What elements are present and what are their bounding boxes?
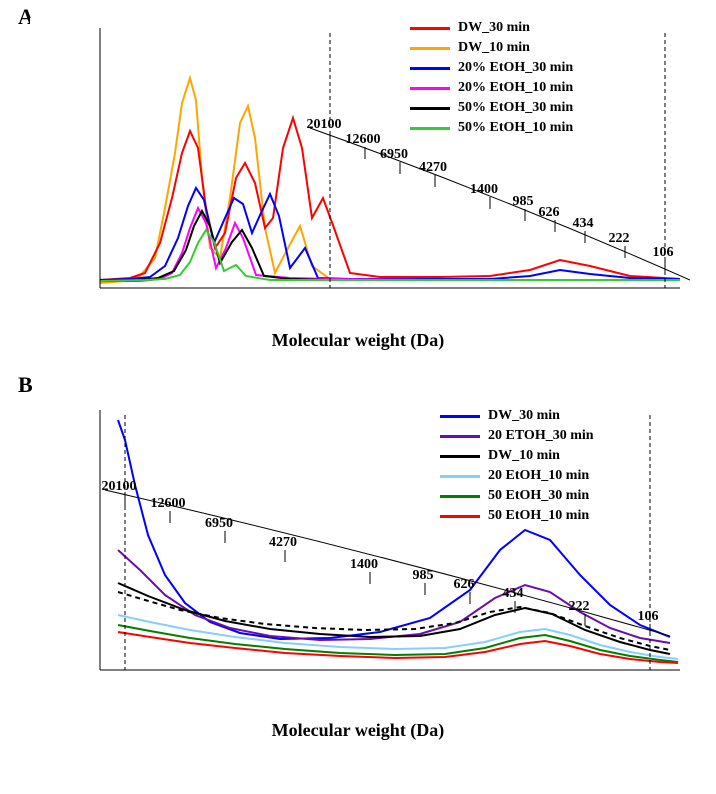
- svg-text:106: 106: [638, 609, 659, 624]
- svg-text:1400: 1400: [470, 182, 498, 197]
- legend-item: DW_30 min: [440, 406, 594, 426]
- legend-item: 50 EtOH_10 min: [440, 506, 594, 526]
- legend-swatch: [440, 495, 480, 498]
- legend-label: 20% EtOH_30 min: [458, 60, 573, 76]
- svg-text:985: 985: [413, 568, 434, 583]
- legend-item: DW_10 min: [410, 38, 573, 58]
- legend-item: 20 EtOH_10 min: [440, 466, 594, 486]
- legend-swatch: [410, 47, 450, 50]
- legend-label: 20 EtOH_10 min: [488, 468, 589, 484]
- legend-swatch: [410, 127, 450, 130]
- legend-label: DW_10 min: [458, 40, 530, 56]
- legend-swatch: [440, 475, 480, 478]
- legend-swatch: [410, 107, 450, 110]
- legend-item: 20% EtOH_30 min: [410, 58, 573, 78]
- legend-swatch: [440, 515, 480, 518]
- legend-swatch: [410, 67, 450, 70]
- legend-label: DW_10 min: [488, 448, 560, 464]
- legend-item: 50% EtOH_30 min: [410, 98, 573, 118]
- svg-text:20100: 20100: [102, 479, 137, 494]
- legend-label: 50 EtOH_30 min: [488, 488, 589, 504]
- chart-a-legend: DW_30 min DW_10 min 20% EtOH_30 min 20% EtO…: [410, 18, 573, 138]
- chart-b: 20100 12600 6950 4270 1400 985 626 434 222 106 DW…: [30, 400, 690, 700]
- legend-item: 20 ETOH_30 min: [440, 426, 594, 446]
- legend-swatch: [440, 415, 480, 418]
- svg-text:626: 626: [539, 205, 560, 220]
- legend-item: 20% EtOH_10 min: [410, 78, 573, 98]
- legend-label: 20% EtOH_10 min: [458, 80, 573, 96]
- svg-text:626: 626: [454, 577, 475, 592]
- svg-text:434: 434: [573, 216, 594, 231]
- svg-text:222: 222: [609, 231, 630, 246]
- legend-label: 50% EtOH_10 min: [458, 120, 573, 136]
- chart-a-svg: 20100 126006950 4270 1400 985 626 434 222 106: [30, 18, 690, 318]
- chart-a-xaxis-label: Molecular weight (Da): [0, 330, 716, 351]
- chart-b-xaxis-label: Molecular weight (Da): [0, 720, 716, 741]
- svg-text:20100: 20100: [307, 117, 342, 132]
- legend-label: DW_30 min: [458, 20, 530, 36]
- svg-text:434: 434: [503, 586, 524, 601]
- chart-b-legend: DW_30 min 20 ETOH_30 min DW_10 min 20 EtOH_…: [440, 406, 594, 526]
- legend-label: 20 ETOH_30 min: [488, 428, 594, 444]
- svg-text:6950: 6950: [380, 147, 408, 162]
- chart-a: 20100 126006950 4270 1400 985 626 434 222 106 DW…: [30, 18, 690, 318]
- legend-item: DW_10 min: [440, 446, 594, 466]
- legend-label: DW_30 min: [488, 408, 560, 424]
- svg-text:4270: 4270: [269, 535, 297, 550]
- legend-label: 50% EtOH_30 min: [458, 100, 573, 116]
- legend-swatch: [440, 455, 480, 458]
- legend-swatch: [440, 435, 480, 438]
- svg-text:985: 985: [513, 194, 534, 209]
- legend-item: 50% EtOH_10 min: [410, 118, 573, 138]
- svg-text:222: 222: [569, 599, 590, 614]
- svg-text:1400: 1400: [350, 557, 378, 572]
- legend-item: 50 EtOH_30 min: [440, 486, 594, 506]
- svg-text:12600: 12600: [346, 132, 381, 147]
- svg-text:4270: 4270: [419, 160, 447, 175]
- legend-item: DW_30 min: [410, 18, 573, 38]
- legend-label: 50 EtOH_10 min: [488, 508, 589, 524]
- svg-text:6950: 6950: [205, 516, 233, 531]
- svg-text:106: 106: [653, 245, 674, 260]
- svg-text:12600: 12600: [151, 496, 186, 511]
- panel-label-b: B: [18, 372, 33, 398]
- page: A 2010012600695042701400985626434222106 …: [0, 0, 716, 794]
- legend-swatch: [410, 27, 450, 30]
- legend-swatch: [410, 87, 450, 90]
